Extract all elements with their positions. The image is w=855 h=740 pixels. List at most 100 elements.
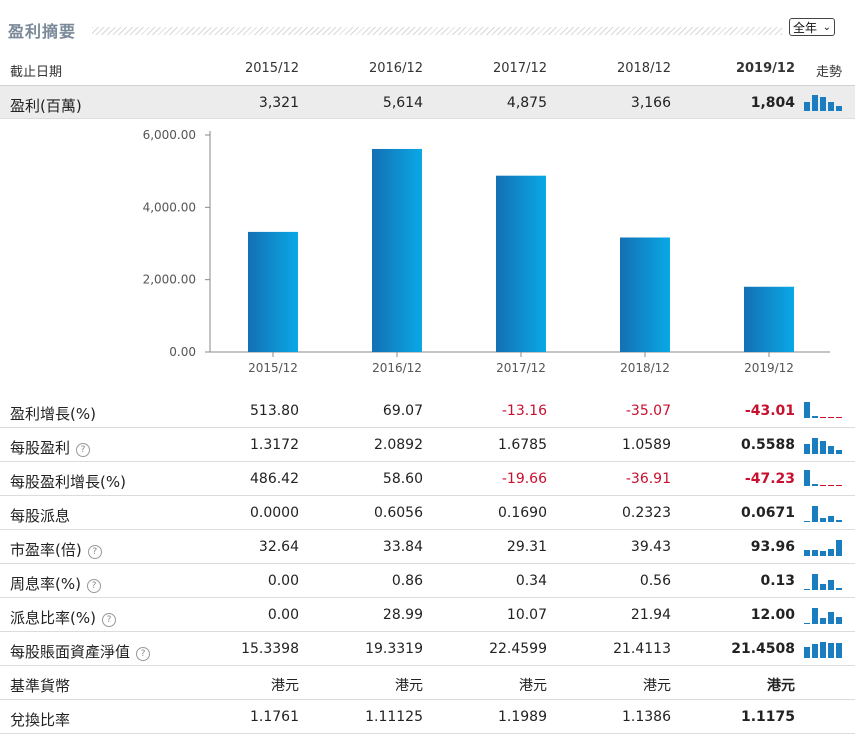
trend-sparkline-icon[interactable]: [804, 538, 848, 556]
section-header: 盈利摘要 全年 ⌄: [0, 0, 855, 50]
row-value: 0.5588: [740, 437, 795, 453]
help-icon[interactable]: ?: [86, 579, 101, 593]
row-value: 0.2323: [622, 505, 671, 521]
header-year: 2017/12: [492, 61, 547, 76]
row-value: 0.0671: [740, 505, 795, 521]
help-icon[interactable]: ?: [87, 545, 102, 559]
sparkline-bar: [812, 550, 818, 556]
sparkline-bar: [836, 540, 842, 556]
row-value: 港元: [519, 678, 547, 694]
sparkline-bar: [828, 516, 834, 522]
row-value: 486.42: [250, 471, 299, 487]
section-title: 盈利摘要: [8, 22, 77, 41]
row-value: 29.31: [506, 539, 547, 555]
row-label-text: 基準貨幣: [10, 677, 71, 695]
sparkline-bar: [812, 506, 818, 522]
row-value: 1.1989: [498, 709, 547, 725]
row-value: 0.00: [267, 573, 299, 589]
sparkline-bar: [836, 643, 842, 658]
header-year: 2015/12: [244, 61, 299, 76]
sparkline-bar: [820, 584, 826, 590]
trend-sparkline-icon[interactable]: [804, 93, 848, 111]
sparkline-bar: [828, 612, 834, 624]
row-label: 每股盈利增長(%): [10, 471, 126, 492]
row-value: 0.00: [267, 607, 299, 623]
sparkline-bar: [820, 485, 826, 486]
trend-sparkline-icon[interactable]: [804, 606, 848, 624]
row-value: 12.00: [750, 607, 795, 623]
table-row: 派息比率(%)? 0.00 28.99 10.07 21.94 12.00: [0, 598, 855, 632]
row-value: -43.01: [744, 403, 795, 419]
row-value: 93.96: [750, 539, 795, 555]
chart-bar: [496, 175, 546, 352]
row-label-text: 盈利(百萬): [10, 97, 82, 115]
help-icon[interactable]: ?: [101, 613, 116, 627]
sparkline-bar: [828, 102, 834, 111]
row-value: 3,321: [258, 95, 299, 111]
trend-sparkline-icon[interactable]: [804, 504, 848, 522]
chart-bar: [620, 237, 670, 352]
row-label-text: 每股盈利: [10, 439, 71, 457]
table-row: 市盈率(倍)? 32.64 33.84 29.31 39.43 93.96: [0, 530, 855, 564]
sparkline-bar: [828, 446, 834, 454]
chart-bar: [744, 286, 794, 352]
row-value: 32.64: [258, 539, 299, 555]
row-label-text: 每股賬面資產淨值: [10, 643, 131, 661]
trend-sparkline-icon[interactable]: [804, 640, 848, 658]
x-tick-label: 2019/12: [744, 361, 794, 375]
header-year: 2018/12: [616, 61, 671, 76]
row-value: 港元: [395, 678, 423, 694]
sparkline-bar: [812, 438, 818, 454]
row-value: 22.4599: [489, 641, 547, 657]
table-row: 周息率(%)? 0.00 0.86 0.34 0.56 0.13: [0, 564, 855, 598]
row-value: 513.80: [250, 403, 299, 419]
row-value: 28.99: [382, 607, 423, 623]
trend-sparkline-icon[interactable]: [804, 572, 848, 590]
row-value: -35.07: [625, 403, 671, 419]
sparkline-bar: [812, 644, 818, 658]
trend-sparkline-icon[interactable]: [804, 470, 848, 488]
sparkline-bar: [836, 617, 842, 624]
sparkline-bar: [804, 589, 810, 590]
table-row: 盈利增長(%) 513.80 69.07 -13.16 -35.07 -43.01: [0, 394, 855, 428]
row-value: -13.16: [501, 403, 547, 419]
row-value: 1.11125: [365, 709, 423, 725]
row-value: 0.86: [391, 573, 423, 589]
table-row: 每股盈利? 1.3172 2.0892 1.6785 1.0589 0.5588: [0, 428, 855, 462]
sparkline-bar: [836, 520, 842, 522]
row-value: -47.23: [744, 471, 795, 487]
row-value: 0.34: [515, 573, 547, 589]
y-tick-label: 0.00: [169, 345, 196, 359]
row-value: 0.6056: [374, 505, 423, 521]
help-icon[interactable]: ?: [76, 443, 91, 457]
row-label: 盈利(百萬): [10, 95, 82, 116]
sparkline-bar: [836, 106, 842, 111]
row-label-text: 派息比率(%): [10, 609, 96, 627]
sparkline-bar: [828, 580, 834, 590]
help-icon[interactable]: ?: [136, 647, 151, 661]
row-value: 1,804: [750, 95, 795, 111]
row-label: 每股盈利?: [10, 437, 91, 458]
trend-sparkline-icon[interactable]: [804, 436, 848, 454]
row-value: 1.0589: [622, 437, 671, 453]
row-label: 派息比率(%)?: [10, 607, 116, 628]
table-row: 盈利(百萬) 3,321 5,614 4,875 3,166 1,804: [0, 85, 855, 119]
row-value: 4,875: [506, 95, 547, 111]
period-select[interactable]: 全年 ⌄: [789, 18, 835, 36]
row-value: -19.66: [501, 471, 547, 487]
profit-bar-chart: 0.00 2,000.00 4,000.00 6,000.00 2015/12 2016/…: [0, 118, 855, 393]
trend-sparkline-icon[interactable]: [804, 402, 848, 420]
row-label-text: 市盈率(倍): [10, 541, 82, 559]
row-value: 10.07: [506, 607, 547, 623]
sparkline-bar: [804, 521, 810, 522]
sparkline-bar: [836, 485, 842, 486]
x-tick-label: 2016/12: [372, 361, 422, 375]
sparkline-bar: [812, 574, 818, 590]
row-value: 5,614: [382, 95, 423, 111]
row-value: 2.0892: [374, 437, 423, 453]
row-value: 19.3319: [365, 641, 423, 657]
header-label: 截止日期: [10, 65, 63, 80]
period-select-value: 全年: [793, 21, 818, 35]
sparkline-bar: [828, 485, 834, 486]
sparkline-bar: [812, 416, 818, 418]
